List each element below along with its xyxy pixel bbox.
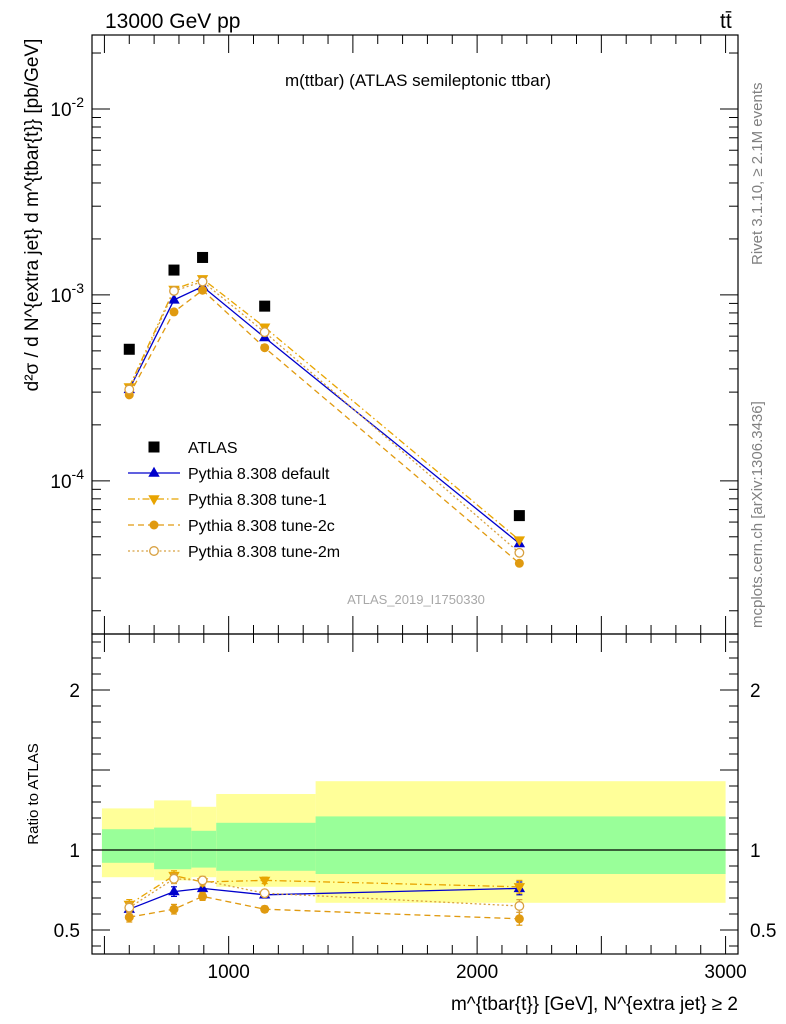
y-tick-label: 10-4 bbox=[50, 466, 84, 493]
ratio-data-point bbox=[198, 891, 208, 901]
legend-entry-label: Pythia 8.308 default bbox=[188, 466, 330, 483]
legend-marker bbox=[149, 546, 159, 556]
legend-entry-label: Pythia 8.308 tune-1 bbox=[188, 492, 327, 509]
y-tick-label: 1 bbox=[750, 841, 761, 862]
ratio-series-line bbox=[129, 895, 520, 920]
ratio-series-line bbox=[128, 874, 520, 905]
legend-entry-label: Pythia 8.308 tune-2m bbox=[188, 544, 340, 561]
legend: ATLAS Pythia 8.308 default Pythia 8.308 tu… bbox=[128, 440, 340, 561]
ratio-data-point bbox=[514, 901, 525, 911]
data-point bbox=[123, 343, 135, 355]
legend-entry-label: ATLAS bbox=[188, 440, 238, 457]
y-tick-label: 1 bbox=[69, 841, 80, 862]
y-tick-label: 0.5 bbox=[54, 921, 80, 942]
header-left-label: 13000 GeV pp bbox=[105, 10, 240, 33]
ratio-data-point bbox=[259, 888, 270, 899]
uncertainty-band-inner bbox=[216, 822, 316, 871]
data-point bbox=[513, 536, 526, 547]
watermark-label: ATLAS_2019_I1750330 bbox=[347, 592, 485, 607]
legend-entry-label: Pythia 8.308 tune-2c bbox=[188, 518, 335, 535]
ratio-data-point bbox=[124, 912, 134, 922]
series-line bbox=[128, 280, 520, 554]
legend-marker bbox=[148, 441, 160, 453]
y-tick-label: 10-2 bbox=[50, 94, 84, 121]
mcplots-label: mcplots.cern.ch [arXiv:1306.3436] bbox=[749, 401, 766, 628]
y-tick-label-exp: -4 bbox=[72, 466, 85, 482]
y-tick-label-exp: -3 bbox=[72, 280, 85, 296]
ratio-xlabel: m^{tbar{t}} [GeV], N^{extra jet} ≥ 2 bbox=[451, 994, 738, 1015]
x-tick-label: 3000 bbox=[704, 962, 746, 983]
data-point bbox=[168, 264, 180, 276]
uncertainty-band-inner bbox=[101, 829, 155, 863]
data-point bbox=[259, 327, 270, 338]
ratio-data-point bbox=[513, 883, 526, 893]
rivet-label: Rivet 3.1.10, ≥ 2.1M events bbox=[749, 83, 766, 266]
data-point bbox=[260, 343, 270, 353]
legend-marker bbox=[148, 466, 160, 477]
uncertainty-band-inner bbox=[315, 816, 726, 874]
y-tick-label-base: 10 bbox=[50, 100, 71, 121]
ratio-data-point bbox=[514, 914, 524, 924]
y-tick-label-base: 10 bbox=[50, 472, 71, 493]
data-point bbox=[259, 300, 271, 312]
data-point bbox=[124, 384, 135, 395]
main-title: m(ttbar) (ATLAS semileptonic ttbar) bbox=[285, 71, 551, 90]
legend-marker bbox=[148, 495, 160, 506]
data-point bbox=[198, 285, 208, 295]
ratio-data-point bbox=[260, 904, 270, 914]
y-tick-label: 10-3 bbox=[50, 280, 84, 307]
main-plot-panel: 10-410-310-2 m(ttbar) (ATLAS semileptoni… bbox=[22, 34, 739, 635]
y-tick-label: 2 bbox=[69, 681, 80, 702]
ratio-data-point bbox=[197, 875, 208, 886]
x-tick-label: 2000 bbox=[456, 962, 498, 983]
data-point bbox=[197, 251, 209, 263]
ratio-data-point bbox=[258, 876, 271, 887]
data-point bbox=[514, 547, 525, 558]
y-tick-label: 0.5 bbox=[750, 921, 776, 942]
ratio-ylabel: Ratio to ATLAS bbox=[25, 743, 42, 844]
header-right-label: tt̄ bbox=[720, 10, 732, 33]
data-point bbox=[169, 286, 179, 296]
ratio-data-point bbox=[168, 885, 180, 896]
data-point bbox=[514, 558, 524, 568]
uncertainty-band-inner bbox=[154, 827, 192, 870]
ratio-data-point bbox=[169, 904, 179, 914]
data-point bbox=[168, 293, 180, 304]
ratio-plot-frame bbox=[91, 633, 739, 955]
uncertainty-band-inner bbox=[191, 830, 217, 868]
legend-marker bbox=[149, 520, 159, 530]
y-tick-label-base: 10 bbox=[50, 286, 71, 307]
ratio-data-point bbox=[169, 873, 179, 884]
ratio-plot-panel: 0.5 0.5 1 1 2 2 1000 2000 3000 Ratio to ATLAS m^… bbox=[25, 633, 776, 1015]
data-point bbox=[169, 307, 179, 317]
y-tick-label: 2 bbox=[750, 681, 761, 702]
x-tick-label: 1000 bbox=[208, 962, 250, 983]
ratio-data-point bbox=[124, 902, 135, 913]
data-point bbox=[197, 276, 208, 287]
main-ylabel: d²σ / d N^{extra jet} d m^{tbar{t}} [pb/… bbox=[22, 39, 43, 392]
data-point bbox=[513, 510, 525, 522]
y-tick-label-exp: -2 bbox=[72, 94, 85, 110]
